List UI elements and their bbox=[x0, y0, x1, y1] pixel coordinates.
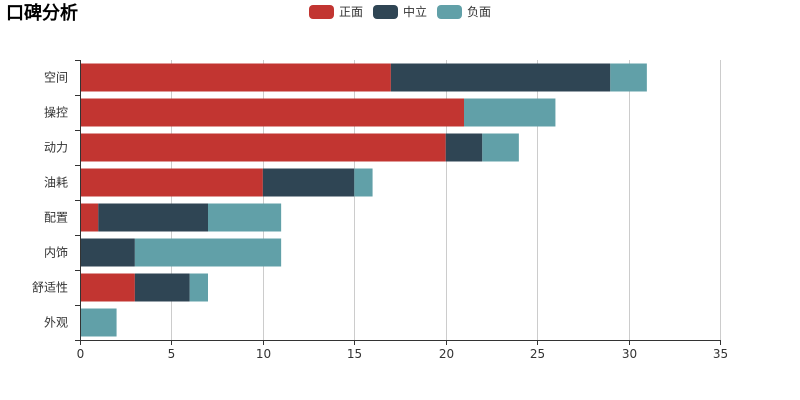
bar-正面-操控[interactable] bbox=[80, 98, 464, 127]
bar-正面-舒适性[interactable] bbox=[80, 273, 135, 302]
y-tick-label: 外观 bbox=[44, 316, 68, 330]
bar-中立-空间[interactable] bbox=[390, 63, 611, 92]
bar-负面-空间[interactable] bbox=[610, 63, 647, 92]
y-tick-label: 动力 bbox=[44, 141, 68, 155]
x-tick-label: 25 bbox=[530, 347, 545, 361]
x-tick-label: 0 bbox=[77, 347, 85, 361]
bar-中立-油耗[interactable] bbox=[262, 168, 355, 197]
bar-正面-空间[interactable] bbox=[80, 63, 391, 92]
legend-swatch bbox=[308, 5, 334, 19]
legend-label: 中立 bbox=[402, 5, 427, 19]
legend-label: 负面 bbox=[467, 5, 492, 19]
y-tick-label: 操控 bbox=[44, 105, 68, 120]
y-tick-label: 舒适性 bbox=[32, 281, 68, 295]
bar-中立-配置[interactable] bbox=[98, 203, 208, 232]
x-tick-label: 20 bbox=[439, 347, 454, 361]
legend-swatch bbox=[372, 5, 398, 19]
x-tick-label: 15 bbox=[347, 347, 362, 361]
legend-item-中立[interactable]: 中立 bbox=[372, 4, 427, 20]
bar-正面-油耗[interactable] bbox=[80, 168, 263, 197]
y-tick-label: 配置 bbox=[44, 211, 68, 225]
y-tick-label: 空间 bbox=[44, 71, 68, 85]
x-tick-label: 35 bbox=[713, 347, 728, 361]
bar-正面-动力[interactable] bbox=[80, 133, 446, 162]
legend: 正面 中立 负面 bbox=[0, 4, 800, 20]
bar-负面-内饰[interactable] bbox=[134, 238, 282, 267]
bar-负面-舒适性[interactable] bbox=[189, 273, 208, 302]
legend-swatch bbox=[437, 5, 462, 19]
y-tick-label: 内饰 bbox=[44, 246, 68, 260]
x-tick-label: 30 bbox=[622, 347, 637, 361]
bar-负面-外观[interactable] bbox=[80, 308, 117, 337]
chart-title: 口碑分析 bbox=[6, 3, 78, 24]
bar-负面-动力[interactable] bbox=[482, 133, 519, 162]
y-tick-label: 油耗 bbox=[44, 176, 68, 190]
x-tick-label: 10 bbox=[256, 347, 271, 361]
legend-item-正面[interactable]: 正面 bbox=[308, 4, 363, 20]
bar-正面-配置[interactable] bbox=[80, 203, 99, 232]
bar-中立-舒适性[interactable] bbox=[134, 273, 190, 302]
legend-item-负面[interactable]: 负面 bbox=[437, 4, 491, 20]
bar-中立-动力[interactable] bbox=[445, 133, 483, 162]
bar-中立-内饰[interactable] bbox=[80, 238, 135, 267]
bar-负面-油耗[interactable] bbox=[354, 168, 373, 197]
x-tick-label: 5 bbox=[168, 347, 176, 361]
bar-负面-配置[interactable] bbox=[208, 203, 282, 232]
bar-负面-操控[interactable] bbox=[464, 98, 556, 127]
legend-label: 正面 bbox=[338, 5, 363, 19]
